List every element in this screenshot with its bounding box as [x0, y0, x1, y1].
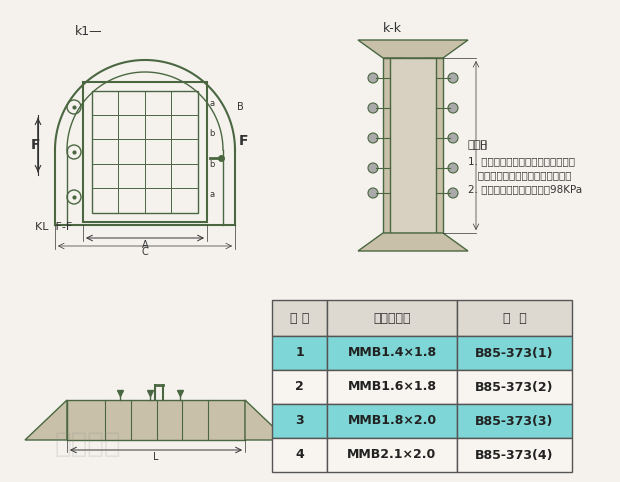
- Bar: [457, 336, 572, 370]
- Polygon shape: [358, 233, 468, 251]
- Text: MMB1.8×2.0: MMB1.8×2.0: [347, 415, 436, 428]
- Text: 说明：: 说明：: [468, 140, 488, 150]
- Polygon shape: [245, 400, 287, 440]
- Text: B85-373(1): B85-373(1): [476, 347, 554, 360]
- Bar: [272, 336, 327, 370]
- Text: b: b: [209, 160, 215, 169]
- Circle shape: [448, 103, 458, 113]
- Circle shape: [368, 103, 378, 113]
- Bar: [457, 300, 572, 336]
- Text: MMB2.1×2.0: MMB2.1×2.0: [347, 448, 436, 461]
- Bar: [272, 404, 327, 438]
- Text: 1. 本密闭门设于井下水泵房和变电所: 1. 本密闭门设于井下水泵房和变电所: [468, 156, 575, 166]
- Bar: [457, 370, 572, 404]
- Polygon shape: [25, 400, 67, 440]
- Bar: [327, 300, 457, 336]
- Text: 1: 1: [295, 347, 304, 360]
- Text: F: F: [31, 138, 40, 152]
- Bar: [272, 370, 327, 404]
- Text: k-k: k-k: [383, 22, 402, 35]
- Circle shape: [368, 133, 378, 143]
- Circle shape: [368, 163, 378, 173]
- Bar: [457, 438, 572, 472]
- Text: B85-373(3): B85-373(3): [476, 415, 554, 428]
- Circle shape: [448, 133, 458, 143]
- Text: 图  号: 图 号: [503, 311, 526, 324]
- Text: 的通道中，以防止水的突然浸入。: 的通道中，以防止水的突然浸入。: [468, 170, 572, 180]
- Bar: [272, 438, 327, 472]
- Bar: [390, 58, 436, 233]
- Bar: [423, 58, 443, 233]
- Text: 4: 4: [295, 448, 304, 461]
- Bar: [67, 400, 245, 440]
- Circle shape: [448, 73, 458, 83]
- Bar: [327, 404, 457, 438]
- Text: 3: 3: [295, 415, 304, 428]
- Circle shape: [448, 188, 458, 198]
- Text: C: C: [141, 247, 148, 257]
- Text: B: B: [237, 102, 244, 112]
- Text: b: b: [209, 129, 215, 138]
- Bar: [383, 58, 403, 233]
- Bar: [457, 404, 572, 438]
- Text: MMB1.4×1.8: MMB1.4×1.8: [347, 347, 436, 360]
- Text: 2: 2: [295, 380, 304, 393]
- Text: H: H: [480, 141, 487, 151]
- Text: B85-373(2): B85-373(2): [476, 380, 554, 393]
- Text: a: a: [209, 99, 214, 108]
- Text: L: L: [153, 452, 159, 462]
- Text: A: A: [142, 240, 148, 250]
- Bar: [92, 91, 198, 213]
- Text: 2. 本密闭门最大承受压力为98KPa: 2. 本密闭门最大承受压力为98KPa: [468, 184, 582, 194]
- Bar: [83, 82, 207, 222]
- Bar: [327, 370, 457, 404]
- Polygon shape: [358, 40, 468, 58]
- Text: a: a: [209, 190, 214, 199]
- Text: 序 号: 序 号: [290, 311, 309, 324]
- Circle shape: [368, 188, 378, 198]
- Text: k1—: k1—: [75, 25, 103, 38]
- Text: KL  F-F: KL F-F: [35, 222, 73, 232]
- Circle shape: [368, 73, 378, 83]
- Text: MMB1.6×1.8: MMB1.6×1.8: [347, 380, 436, 393]
- Text: F: F: [239, 134, 249, 148]
- Text: B85-373(4): B85-373(4): [476, 448, 554, 461]
- Bar: [272, 300, 327, 336]
- Bar: [327, 336, 457, 370]
- Text: 型号及规格: 型号及规格: [373, 311, 410, 324]
- Bar: [327, 438, 457, 472]
- Circle shape: [448, 163, 458, 173]
- Text: 利隆厂家: 利隆厂家: [55, 430, 122, 458]
